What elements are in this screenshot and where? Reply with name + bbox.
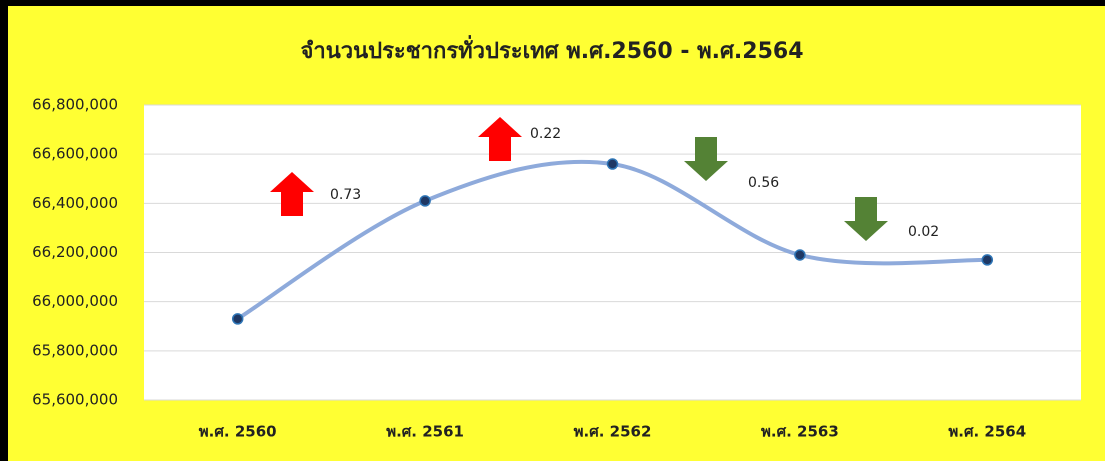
annotation-arrow: [844, 197, 888, 241]
border-left: [0, 0, 8, 461]
chart-title: จำนวนประชากรทั่วประเทศ พ.ศ.2560 - พ.ศ.25…: [300, 34, 803, 64]
annotation-label: 0.22: [530, 126, 561, 142]
y-tick-label: 66,600,000: [32, 145, 118, 163]
x-tick-label: พ.ศ. 2563: [761, 423, 839, 441]
annotation-arrow: [684, 137, 728, 181]
x-tick-label: พ.ศ. 2561: [386, 423, 464, 441]
annotation-label: 0.02: [908, 224, 939, 240]
y-tick-label: 65,600,000: [32, 391, 118, 409]
annotation-label: 0.73: [330, 187, 361, 203]
y-tick-label: 66,800,000: [32, 96, 118, 114]
annotation-arrow: [478, 117, 522, 161]
point: [981, 254, 994, 266]
point: [231, 313, 244, 325]
y-tick-label: 66,400,000: [32, 194, 118, 212]
point: [419, 195, 431, 207]
x-tick-label: พ.ศ. 2560: [199, 423, 277, 441]
annotation-arrow: [270, 172, 314, 216]
annotation-label: 0.56: [748, 175, 779, 191]
y-tick-label: 65,800,000: [32, 341, 118, 359]
x-tick-label: พ.ศ. 2564: [948, 423, 1026, 441]
border-top: [0, 0, 1105, 6]
point: [794, 249, 806, 261]
y-tick-label: 66,200,000: [32, 243, 118, 261]
x-tick-label: พ.ศ. 2562: [574, 423, 652, 441]
y-tick-label: 66,000,000: [32, 292, 118, 310]
point: [606, 158, 619, 170]
